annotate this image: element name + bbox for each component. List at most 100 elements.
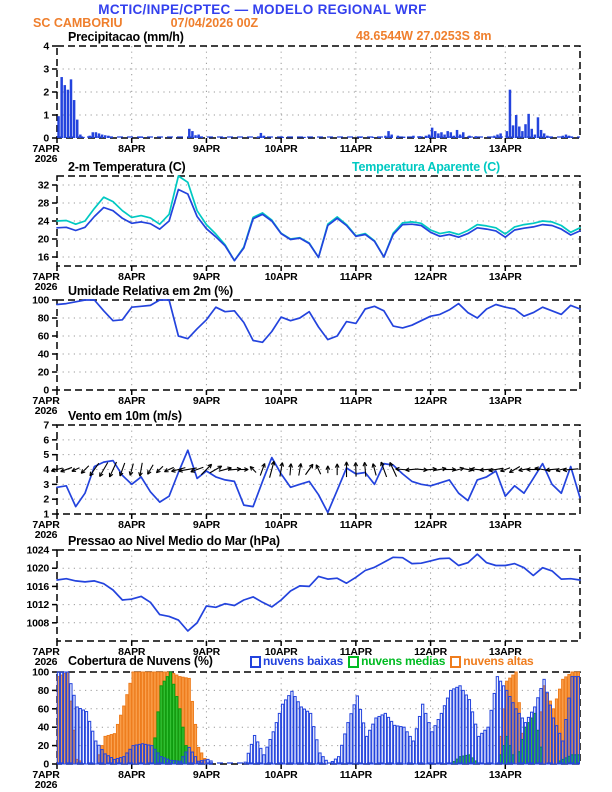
svg-text:10APR: 10APR <box>265 769 298 781</box>
svg-text:12APR: 12APR <box>414 143 447 155</box>
svg-text:12APR: 12APR <box>414 769 447 781</box>
panel-title-humidity: Umidade Relativa em 2m (%) <box>68 284 233 298</box>
svg-text:0: 0 <box>43 759 49 771</box>
svg-text:8APR: 8APR <box>118 395 146 407</box>
svg-text:7APR: 7APR <box>32 769 60 781</box>
svg-text:20: 20 <box>38 367 50 379</box>
legend-item-nuvens-medias: nuvens medias <box>348 654 445 668</box>
svg-text:9APR: 9APR <box>193 271 221 283</box>
svg-text:13APR: 13APR <box>489 395 522 407</box>
svg-text:2026: 2026 <box>35 656 58 668</box>
svg-text:11APR: 11APR <box>340 646 373 658</box>
svg-text:6: 6 <box>43 434 49 446</box>
svg-text:8APR: 8APR <box>118 519 146 531</box>
legend-item-nuvens-baixas: nuvens baixas <box>250 654 343 668</box>
svg-text:2026: 2026 <box>35 153 58 165</box>
svg-text:3: 3 <box>43 479 49 491</box>
svg-text:9APR: 9APR <box>193 395 221 407</box>
svg-text:4: 4 <box>43 464 49 476</box>
run-datetime: 07/04/2026 00Z <box>170 16 259 30</box>
svg-text:60: 60 <box>38 331 50 343</box>
svg-text:2: 2 <box>43 494 49 506</box>
svg-text:80: 80 <box>38 685 50 697</box>
svg-text:2026: 2026 <box>35 405 58 417</box>
svg-text:2: 2 <box>43 87 49 99</box>
svg-text:60: 60 <box>38 703 50 715</box>
svg-text:10APR: 10APR <box>265 271 298 283</box>
svg-text:12APR: 12APR <box>414 646 447 658</box>
svg-text:1024: 1024 <box>26 545 49 557</box>
panel-title-apparent-temperature: Temperatura Aparente (C) <box>352 160 501 174</box>
svg-text:13APR: 13APR <box>489 769 522 781</box>
svg-text:40: 40 <box>38 722 50 734</box>
legend-swatch-icon <box>450 656 462 668</box>
svg-text:1: 1 <box>43 110 49 122</box>
svg-text:5: 5 <box>43 449 49 461</box>
svg-text:2026: 2026 <box>35 281 58 293</box>
cloud-legend: nuvens baixas nuvens medias nuvens altas <box>250 654 534 668</box>
svg-text:7APR: 7APR <box>32 395 60 407</box>
svg-text:1: 1 <box>43 509 49 521</box>
panel-title-pressure: Pressao ao Nivel Medio do Mar (hPa) <box>68 534 280 548</box>
station-name: SC CAMBORIU <box>33 16 123 30</box>
page-title: MCTIC/INPE/CPTEC — MODELO REGIONAL WRF <box>98 2 427 17</box>
svg-text:40: 40 <box>38 349 50 361</box>
svg-text:8APR: 8APR <box>118 271 146 283</box>
svg-text:10APR: 10APR <box>265 646 298 658</box>
svg-text:100: 100 <box>32 667 49 679</box>
header-subtitle: SC CAMBORIU 07/04/2026 00Z <box>33 16 258 30</box>
svg-text:13APR: 13APR <box>489 646 522 658</box>
svg-text:9APR: 9APR <box>193 519 221 531</box>
svg-text:11APR: 11APR <box>340 395 373 407</box>
svg-text:32: 32 <box>38 180 50 192</box>
svg-text:11APR: 11APR <box>340 271 373 283</box>
svg-text:13APR: 13APR <box>489 143 522 155</box>
legend-item-nuvens-altas: nuvens altas <box>450 654 534 668</box>
legend-swatch-icon <box>250 656 261 668</box>
svg-text:1008: 1008 <box>26 617 49 629</box>
svg-text:13APR: 13APR <box>489 519 522 531</box>
svg-text:1020: 1020 <box>26 563 49 575</box>
svg-text:7APR: 7APR <box>32 519 60 531</box>
svg-text:3: 3 <box>43 64 49 76</box>
svg-text:7APR: 7APR <box>32 646 60 658</box>
panel-title-temperature: 2-m Temperatura (C) <box>68 160 186 174</box>
svg-text:8APR: 8APR <box>118 646 146 658</box>
svg-text:9APR: 9APR <box>193 143 221 155</box>
svg-text:1012: 1012 <box>26 599 49 611</box>
panel-title-precipitation: Precipitacao (mm/h) <box>68 30 184 44</box>
svg-text:16: 16 <box>38 252 50 264</box>
svg-text:100: 100 <box>32 295 49 307</box>
svg-text:0: 0 <box>43 385 49 397</box>
svg-text:28: 28 <box>38 198 50 210</box>
legend-swatch-icon <box>348 656 360 668</box>
svg-text:20: 20 <box>38 234 50 246</box>
svg-text:8APR: 8APR <box>118 769 146 781</box>
svg-text:8APR: 8APR <box>118 143 146 155</box>
svg-text:7APR: 7APR <box>32 271 60 283</box>
svg-text:11APR: 11APR <box>340 143 373 155</box>
svg-text:12APR: 12APR <box>414 395 447 407</box>
svg-text:9APR: 9APR <box>193 646 221 658</box>
svg-text:11APR: 11APR <box>340 519 373 531</box>
svg-text:12APR: 12APR <box>414 519 447 531</box>
svg-text:4: 4 <box>43 41 49 53</box>
svg-text:9APR: 9APR <box>193 769 221 781</box>
svg-text:7: 7 <box>43 420 49 432</box>
svg-text:2026: 2026 <box>35 779 58 791</box>
svg-text:2026: 2026 <box>35 529 58 541</box>
svg-text:12APR: 12APR <box>414 271 447 283</box>
svg-text:24: 24 <box>38 216 50 228</box>
svg-text:0: 0 <box>43 133 49 145</box>
svg-text:20: 20 <box>38 740 50 752</box>
svg-text:7APR: 7APR <box>32 143 60 155</box>
svg-text:80: 80 <box>38 313 50 325</box>
